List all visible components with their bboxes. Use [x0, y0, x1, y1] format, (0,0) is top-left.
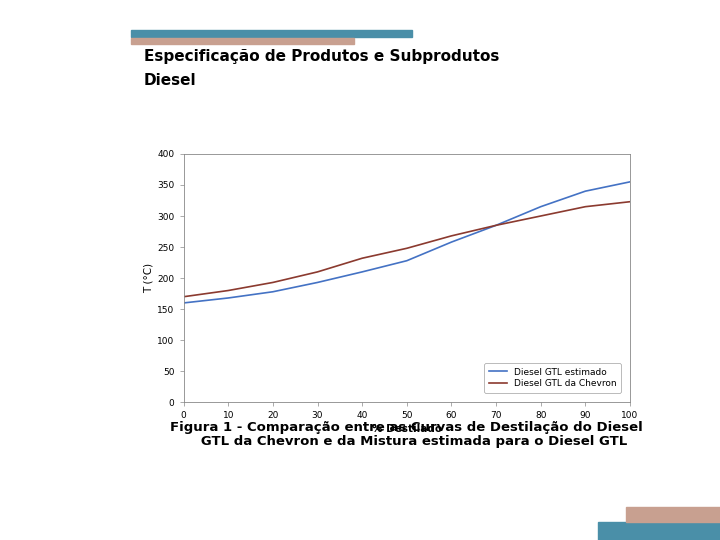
Diesel GTL estimado: [402, 258, 411, 264]
Diesel GTL da Chevron: [626, 199, 634, 205]
Text: Especificação de Produtos e Subprodutos: Especificação de Produtos e Subprodutos: [144, 49, 500, 64]
Line: Diesel GTL da Chevron: Diesel GTL da Chevron: [184, 202, 630, 297]
Diesel GTL da Chevron: [402, 245, 411, 252]
Diesel GTL da Chevron: [179, 294, 188, 300]
Text: Diesel: Diesel: [144, 73, 197, 88]
Diesel GTL da Chevron: [492, 222, 500, 228]
Diesel GTL estimado: [179, 300, 188, 306]
Diesel GTL estimado: [626, 179, 634, 185]
Diesel GTL estimado: [581, 188, 590, 194]
Text: GTL da Chevron e da Mistura estimada para o Diesel GTL: GTL da Chevron e da Mistura estimada par…: [186, 435, 627, 448]
Diesel GTL estimado: [269, 288, 277, 295]
Diesel GTL da Chevron: [313, 268, 322, 275]
Line: Diesel GTL estimado: Diesel GTL estimado: [184, 182, 630, 303]
Diesel GTL da Chevron: [269, 279, 277, 286]
Diesel GTL estimado: [447, 239, 456, 245]
Diesel GTL da Chevron: [581, 204, 590, 210]
Diesel GTL da Chevron: [224, 287, 233, 294]
Legend: Diesel GTL estimado, Diesel GTL da Chevron: Diesel GTL estimado, Diesel GTL da Chevr…: [484, 363, 621, 393]
Text: Figura 1 - Comparação entre as Curvas de Destilação do Diesel: Figura 1 - Comparação entre as Curvas de…: [171, 421, 643, 434]
Diesel GTL da Chevron: [536, 213, 545, 219]
Diesel GTL estimado: [492, 222, 500, 228]
Diesel GTL estimado: [313, 279, 322, 286]
Diesel GTL da Chevron: [358, 255, 366, 261]
X-axis label: % Destilado: % Destilado: [372, 424, 442, 435]
Y-axis label: T (°C): T (°C): [143, 263, 153, 293]
Diesel GTL estimado: [224, 295, 233, 301]
Diesel GTL estimado: [536, 204, 545, 210]
Diesel GTL estimado: [358, 268, 366, 275]
Diesel GTL da Chevron: [447, 233, 456, 239]
